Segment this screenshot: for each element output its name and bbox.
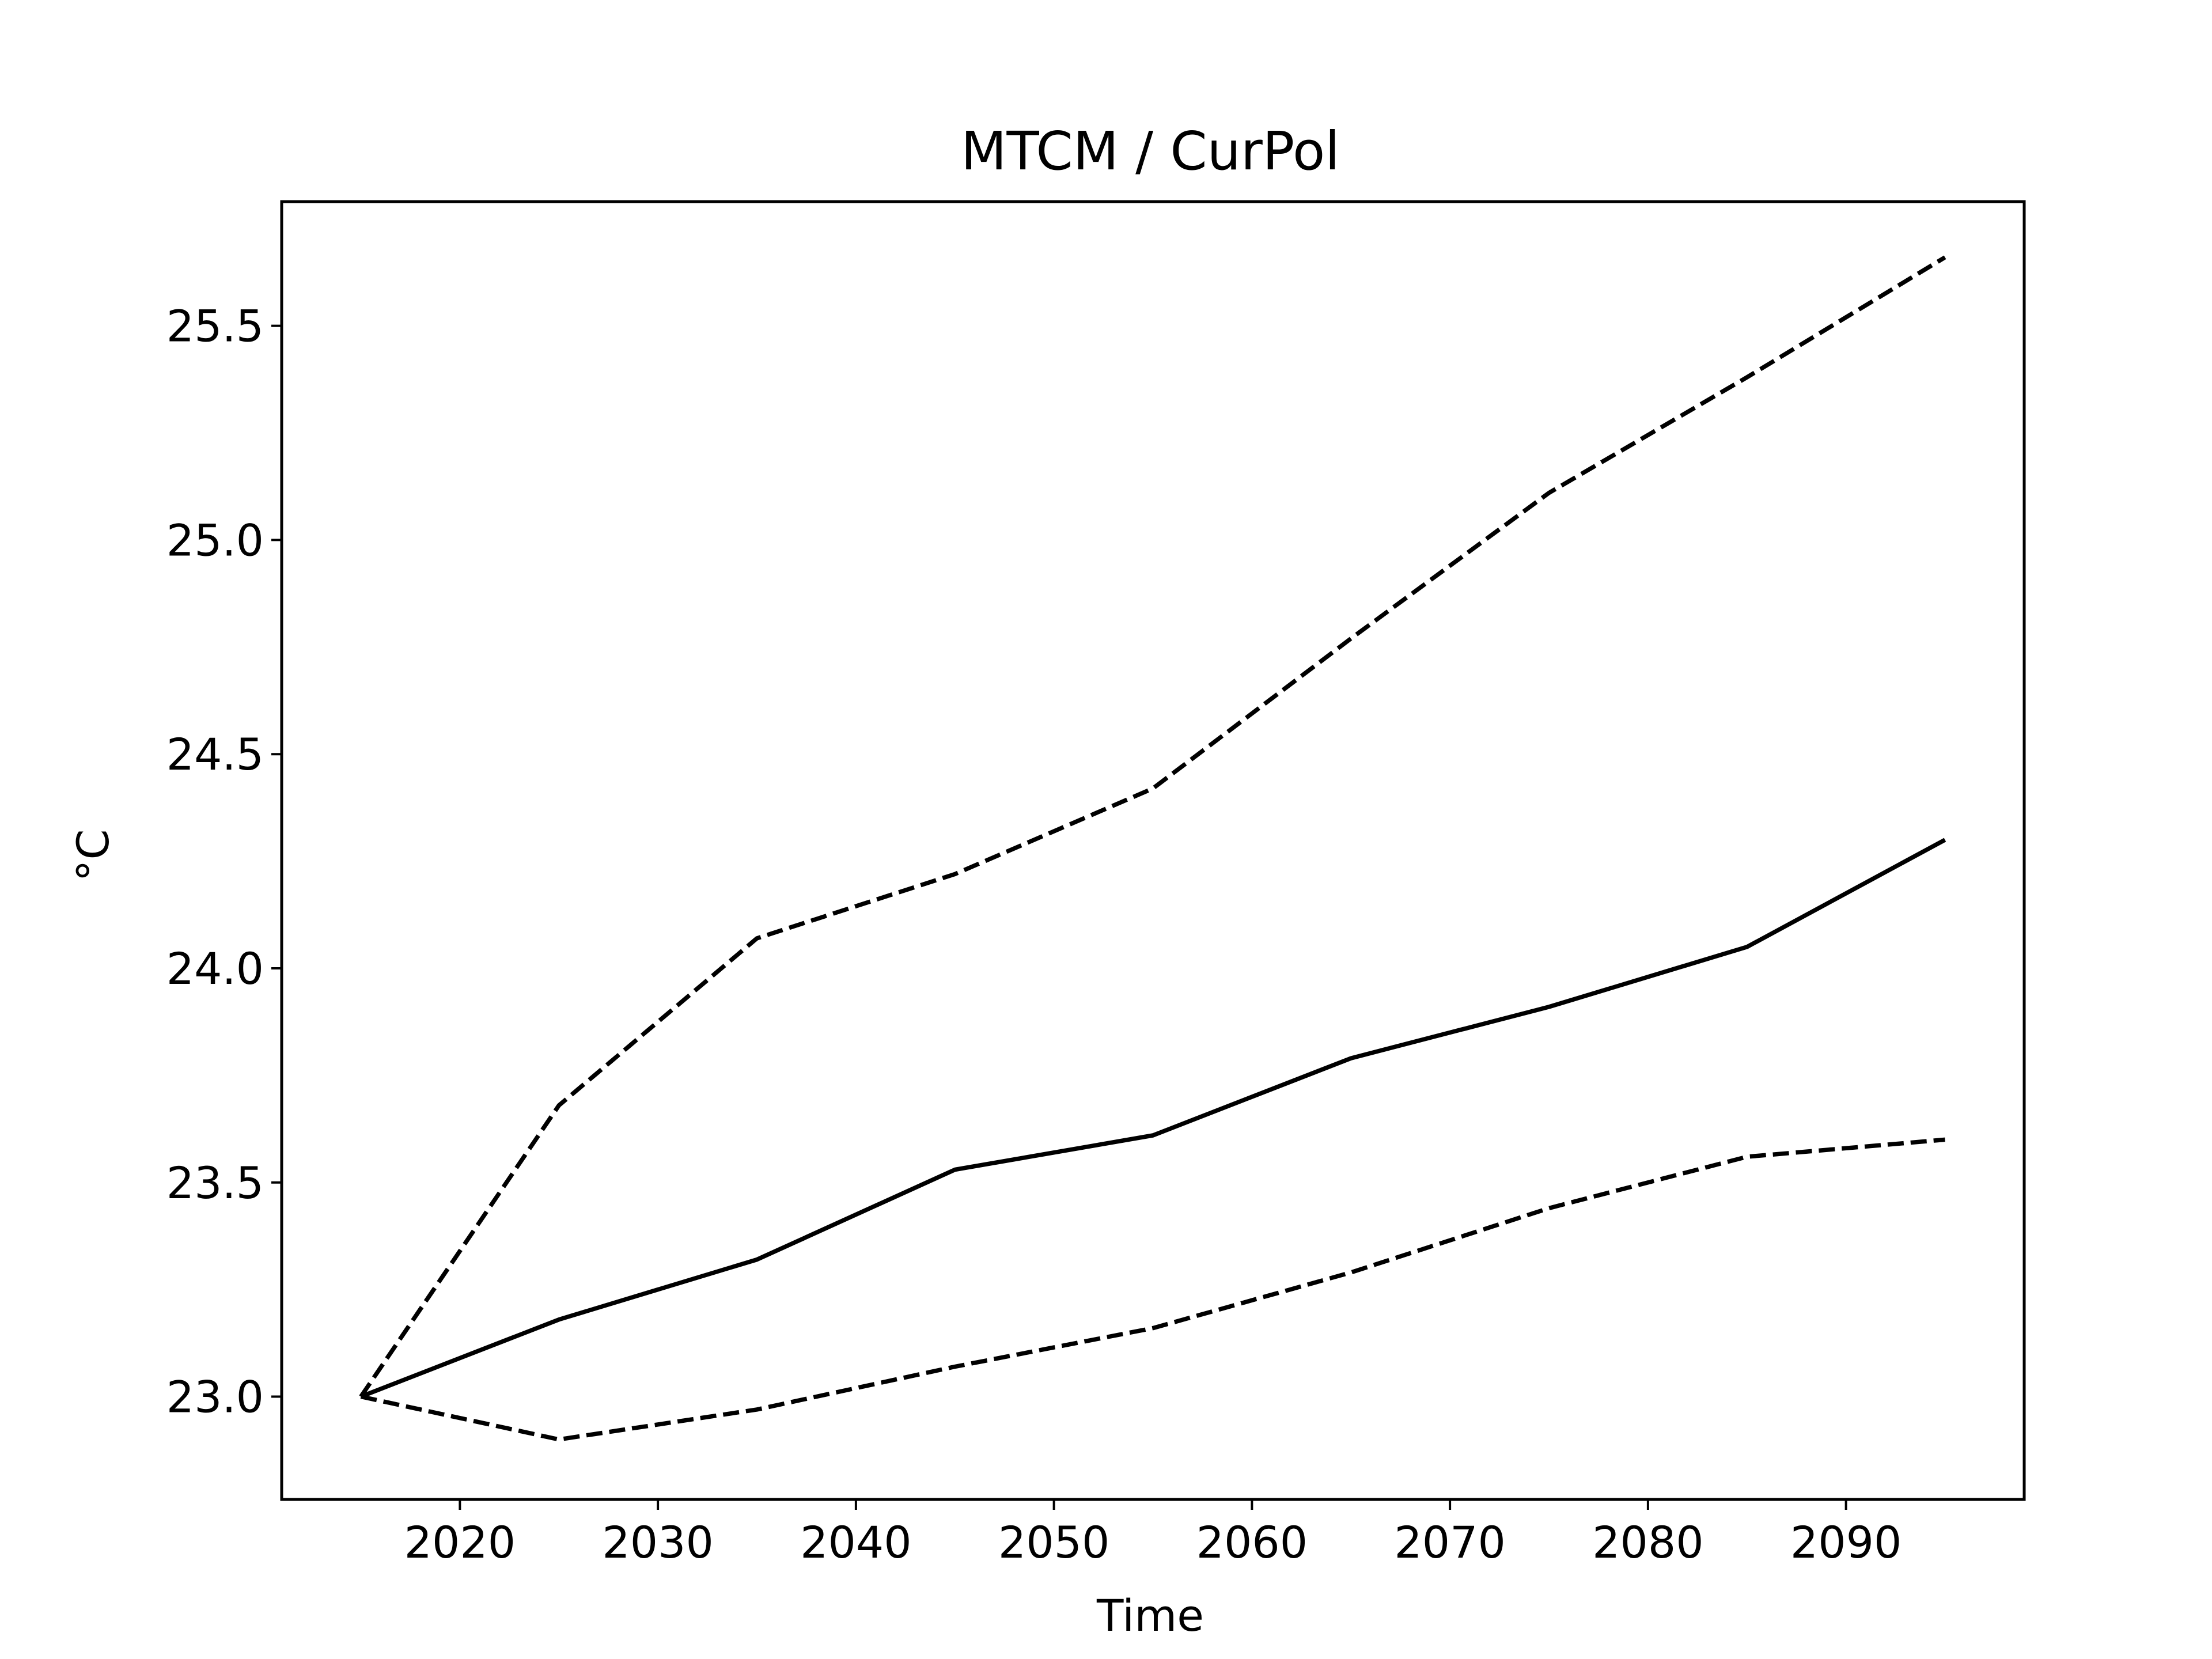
x-tick-label: 2020: [404, 1517, 516, 1568]
x-tick-label: 2090: [1790, 1517, 1902, 1568]
x-tick-label: 2070: [1394, 1517, 1505, 1568]
x-tick-label: 2040: [800, 1517, 911, 1568]
y-axis-label: °C: [67, 829, 119, 881]
series-line-2: [359, 255, 1946, 1398]
chart-title: MTCM / CurPol: [961, 120, 1340, 182]
y-tick-label: 24.0: [166, 943, 264, 994]
y-tick-label: 24.5: [166, 729, 264, 780]
plot-frame: [280, 200, 2026, 1501]
x-axis-label: Time: [1096, 1590, 1204, 1641]
y-axis: 23.0 23.5 24.0 24.5 25.0 25.5: [166, 301, 282, 1423]
plot-area: [280, 200, 2026, 1501]
y-tick-label: 23.5: [166, 1157, 264, 1209]
series-layer: [359, 255, 1946, 1442]
x-tick-label: 2080: [1592, 1517, 1703, 1568]
x-tick-label: 2050: [998, 1517, 1109, 1568]
series-line-1: [360, 838, 1946, 1399]
x-tick-label: 2030: [602, 1517, 713, 1568]
series-line-3: [360, 1137, 1945, 1442]
x-tick-label: 2060: [1196, 1517, 1308, 1568]
x-axis: 2020 2030 2040 2050 2060 2070 2080 2090: [404, 1499, 1902, 1568]
y-tick-label: 25.5: [166, 301, 264, 352]
y-tick-label: 25.0: [166, 514, 264, 566]
y-tick-label: 23.0: [166, 1372, 264, 1423]
